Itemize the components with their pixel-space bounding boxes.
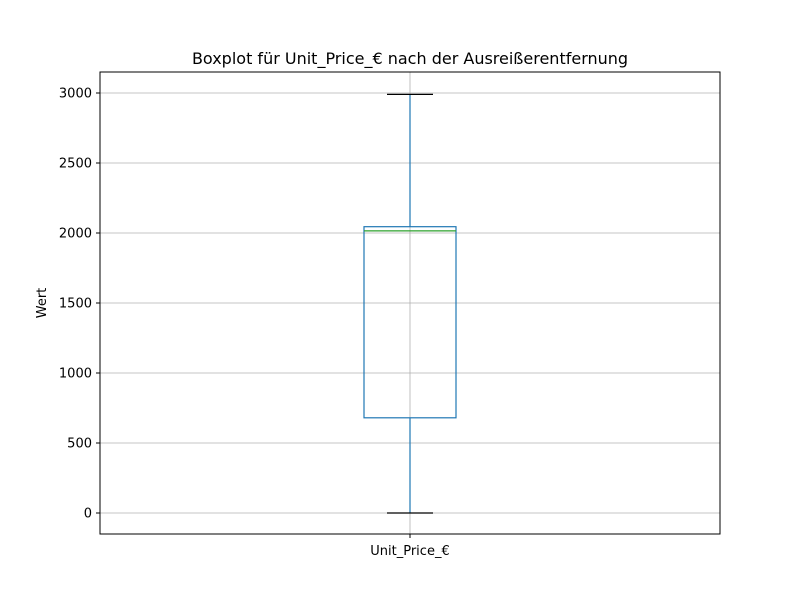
y-tick-label: 2000 xyxy=(59,227,92,242)
box-layer xyxy=(363,93,457,514)
y-axis-label: Wert xyxy=(35,288,50,319)
y-tick-label: 1000 xyxy=(59,367,92,382)
tick-layer: 0 500 1000 1500 2000 2500 3000 Unit_Price_€ xyxy=(59,87,450,560)
y-tick-label: 0 xyxy=(84,507,92,522)
box-iqr xyxy=(363,226,457,419)
x-tick-label: Unit_Price_€ xyxy=(370,544,449,559)
y-tick-label: 2500 xyxy=(59,157,92,172)
chart-title: Boxplot für Unit_Price_€ nach der Ausrei… xyxy=(192,49,628,69)
y-tick-label: 500 xyxy=(67,437,92,452)
y-tick-label: 1500 xyxy=(59,297,92,312)
y-tick-label: 3000 xyxy=(59,87,92,102)
